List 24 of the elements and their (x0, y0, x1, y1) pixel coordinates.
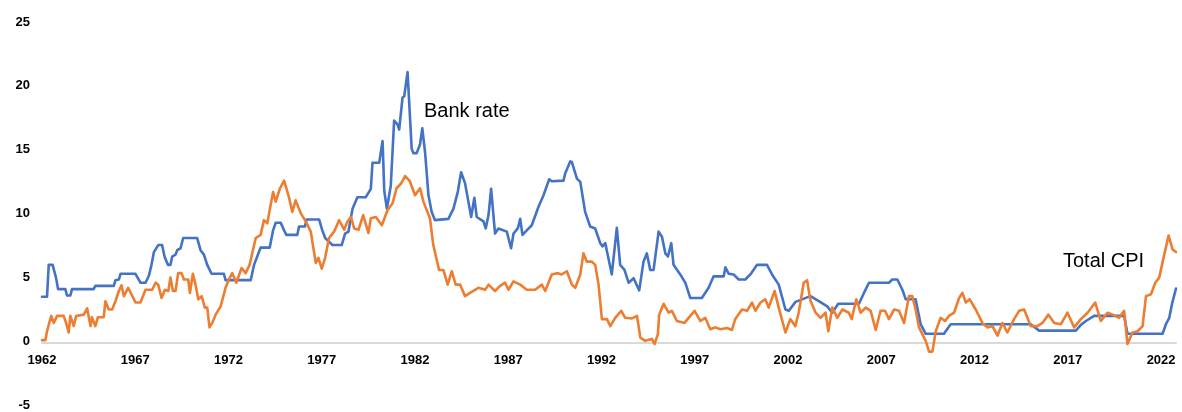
x-tick-label: 1977 (307, 351, 337, 367)
x-tick-label: 1987 (493, 351, 523, 367)
y-tick-label: 15 (15, 141, 30, 157)
x-tick-label: 1967 (120, 351, 150, 367)
x-tick-label: 2012 (960, 351, 990, 367)
line-series (40, 70, 1178, 336)
y-tick-label: 20 (15, 77, 30, 93)
x-tick-label: 2017 (1053, 351, 1083, 367)
y-tick-label: 25 (15, 13, 30, 29)
x-tick-label: 1962 (27, 351, 57, 367)
y-tick-label: 0 (22, 332, 30, 348)
series-label: Total CPI (1063, 249, 1145, 271)
x-tick-label: 1992 (587, 351, 616, 367)
x-tick-label: 1997 (680, 351, 710, 367)
x-tick-label: 1982 (400, 351, 430, 367)
series-label: Bank rate (424, 99, 510, 121)
x-tick-label: 2022 (1146, 351, 1176, 367)
line-series (40, 174, 1178, 353)
y-tick-label: -5 (18, 396, 30, 412)
x-tick-label: 1972 (214, 351, 243, 367)
x-tick-label: 2002 (773, 351, 803, 367)
x-tick-label: 2007 (866, 351, 896, 367)
y-tick-label: 10 (15, 205, 30, 220)
y-tick-label: 5 (22, 268, 30, 284)
